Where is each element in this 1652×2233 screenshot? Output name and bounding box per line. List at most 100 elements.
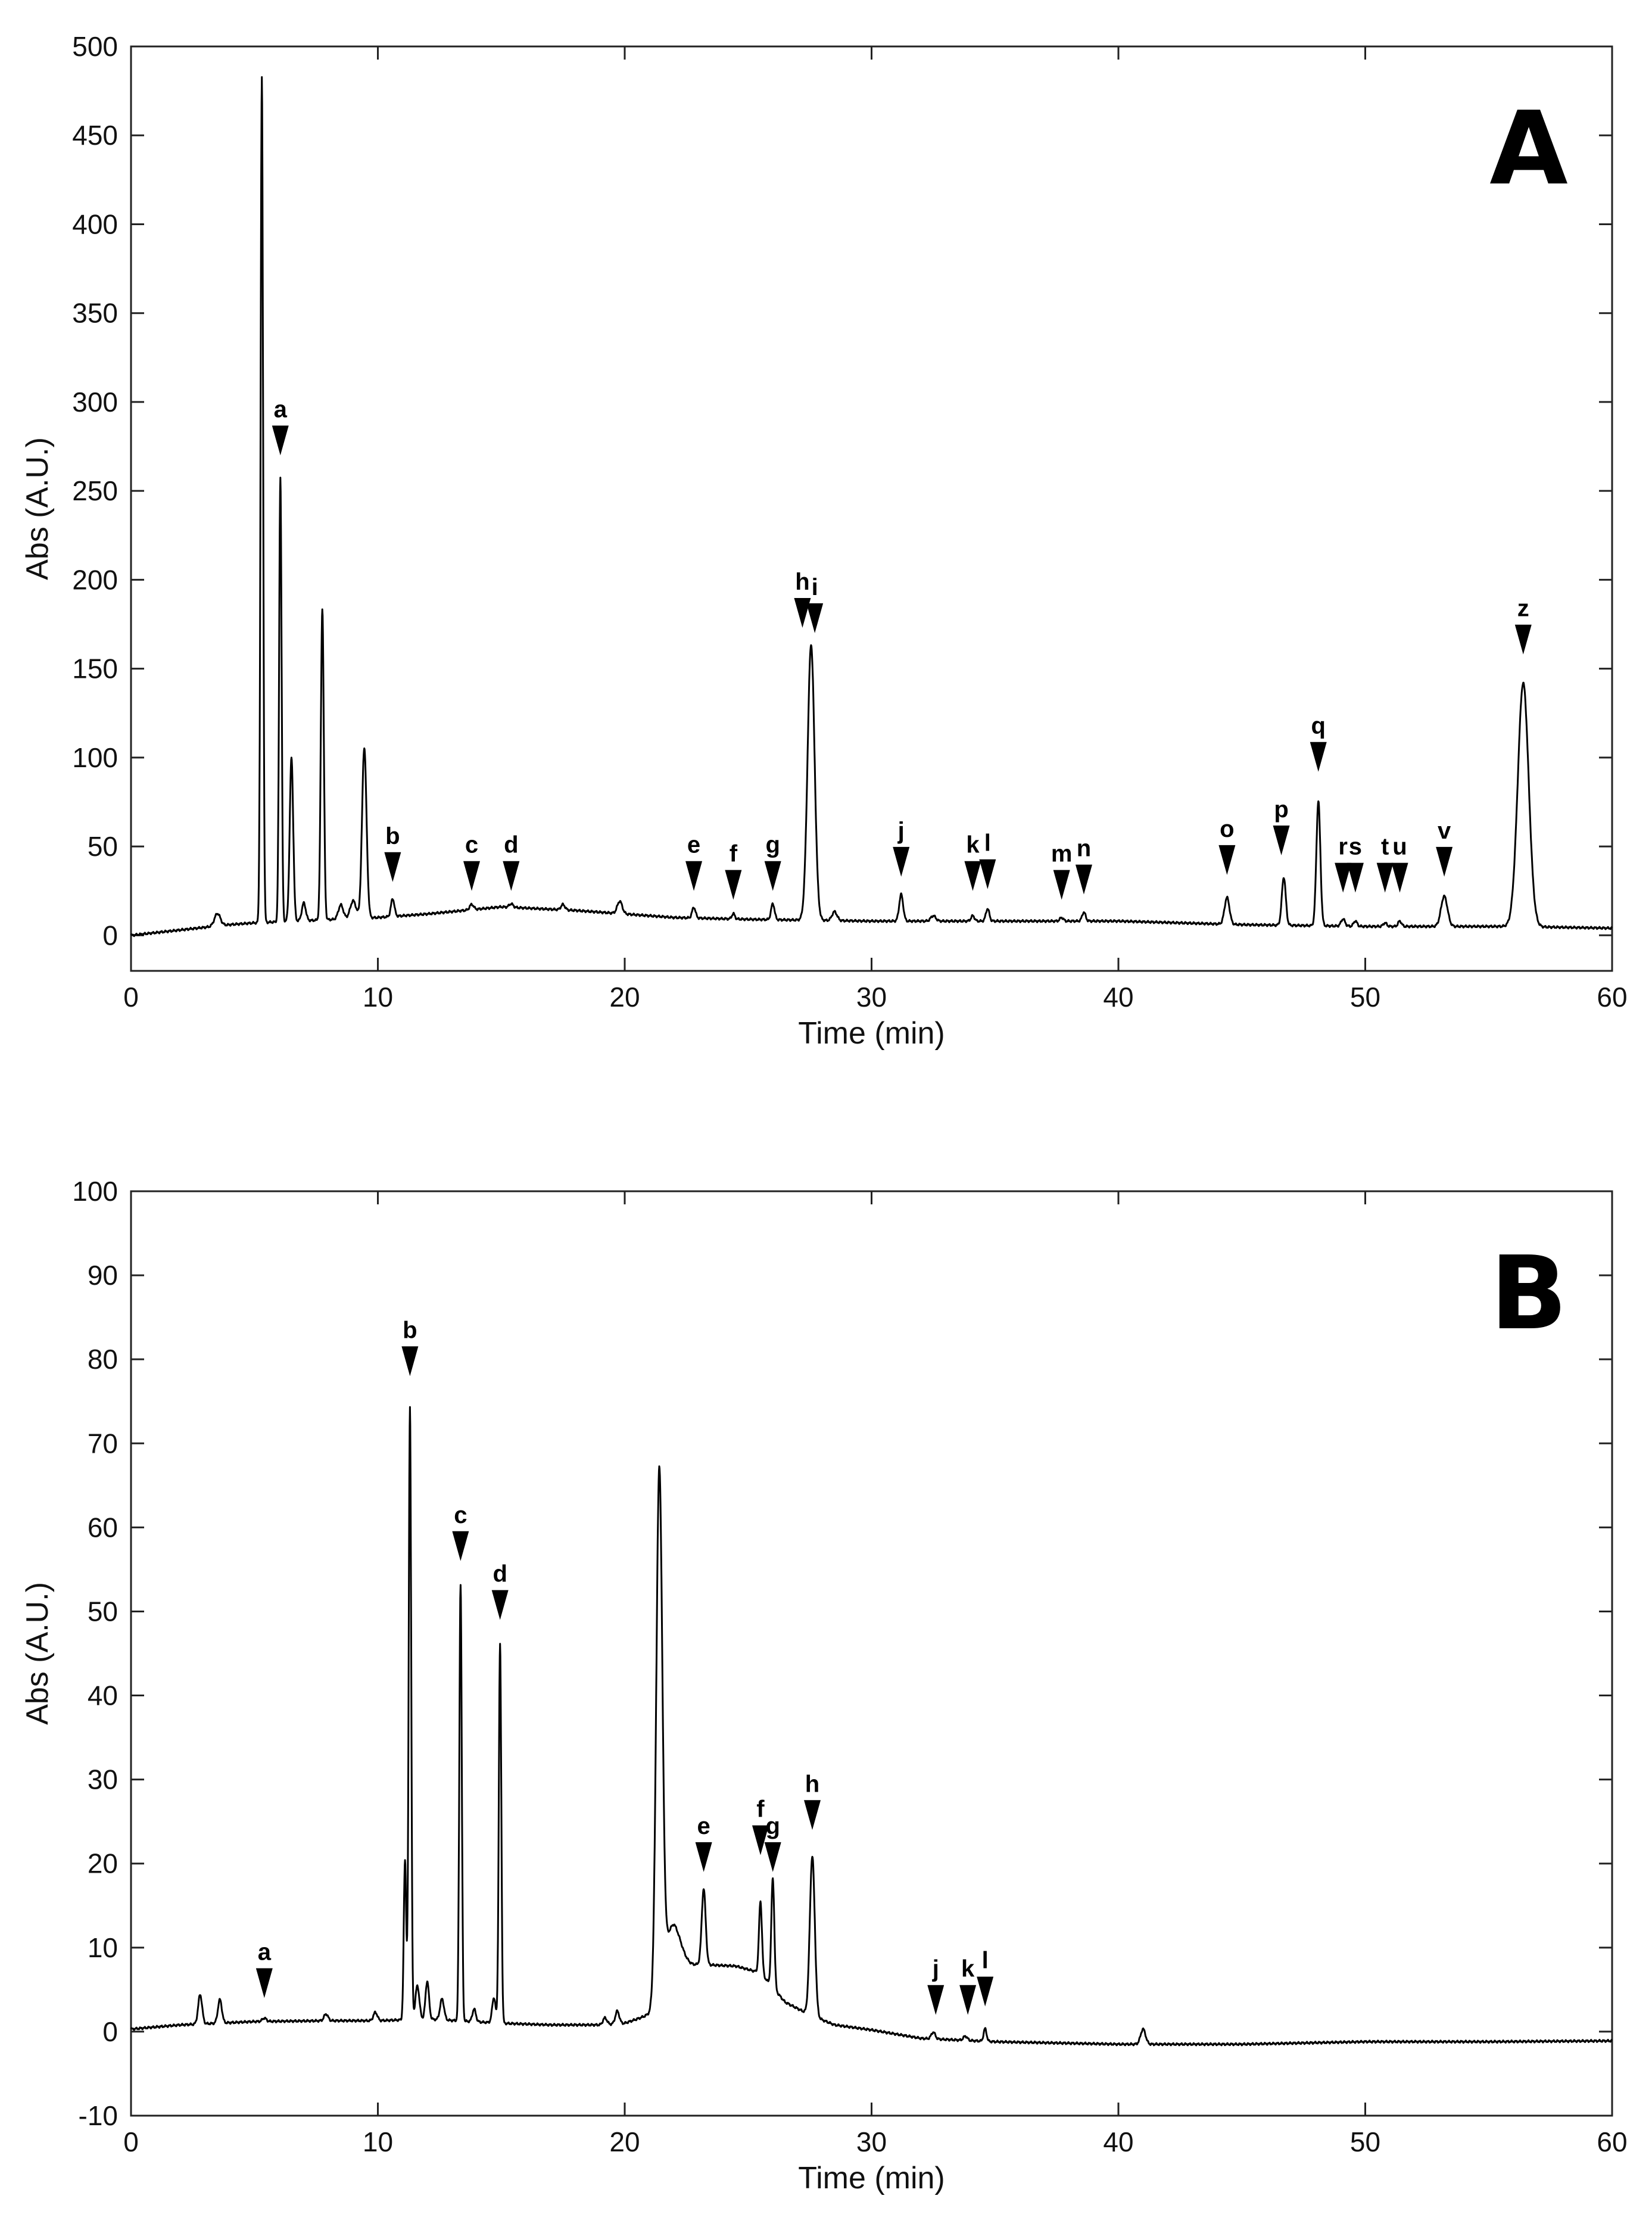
x-tick-label: 50 <box>1350 982 1380 1013</box>
peak-marker-label: h <box>795 569 809 595</box>
peak-marker-arrow <box>764 1842 781 1872</box>
peak-marker-label: l <box>984 830 991 857</box>
peak-marker-label: q <box>1311 713 1326 739</box>
peak-marker-arrow <box>272 425 289 456</box>
y-tick-label: 150 <box>72 653 118 684</box>
y-tick-label: 500 <box>72 31 118 62</box>
peak-marker-label: d <box>493 1561 507 1587</box>
y-tick-label: 100 <box>72 742 118 773</box>
x-tick-label: 0 <box>123 2126 139 2157</box>
y-tick-label: 200 <box>72 564 118 595</box>
x-tick-label: 40 <box>1103 2126 1133 2157</box>
x-axis-label: Time (min) <box>798 1016 945 1051</box>
peak-marker-label: g <box>765 1813 780 1839</box>
y-tick-label: 400 <box>72 208 118 239</box>
peak-marker-label: d <box>504 832 518 858</box>
peak-marker-arrow <box>893 846 910 877</box>
peak-marker-arrow <box>255 1968 273 1998</box>
x-tick-label: 30 <box>856 982 887 1013</box>
plot-frame <box>130 1190 1613 2117</box>
y-tick-label: 0 <box>102 2016 118 2047</box>
y-tick-label: 60 <box>88 1512 118 1543</box>
peak-marker-arrow <box>685 861 703 891</box>
x-tick-label: 10 <box>363 2126 393 2157</box>
peak-marker-label: r <box>1338 834 1348 860</box>
y-tick-label: 250 <box>72 475 118 506</box>
y-tick-label: 350 <box>72 298 118 329</box>
peak-marker-label: z <box>1517 596 1529 622</box>
peak-marker-arrow <box>1273 826 1290 855</box>
peak-marker-label: i <box>812 574 818 600</box>
y-tick-label: 40 <box>88 1680 118 1711</box>
y-tick-label: -10 <box>79 2100 118 2131</box>
peak-marker-arrow <box>1335 862 1352 893</box>
peak-marker-label: t <box>1381 834 1389 860</box>
x-tick-label: 0 <box>123 982 139 1013</box>
peak-marker-arrow <box>1346 862 1364 893</box>
peak-marker-label: c <box>454 1502 467 1528</box>
x-tick-label: 20 <box>609 2126 640 2157</box>
y-tick-label: 50 <box>88 1596 118 1627</box>
x-tick-label: 60 <box>1597 2126 1627 2157</box>
peak-marker-arrow <box>804 1800 821 1830</box>
peak-marker-label: h <box>805 1771 819 1797</box>
plot-frame <box>130 45 1613 972</box>
peak-marker-label: s <box>1349 834 1362 860</box>
peak-marker-arrow <box>977 1976 994 2007</box>
peak-marker-arrow <box>794 597 811 628</box>
peak-marker-label: a <box>274 396 288 422</box>
y-tick-label: 450 <box>72 120 118 151</box>
peak-marker-arrow <box>491 1590 509 1620</box>
peak-marker-label: b <box>403 1317 417 1343</box>
peak-marker-arrow <box>1514 624 1532 655</box>
x-axis-label: Time (min) <box>798 2161 945 2195</box>
peak-marker-arrow <box>463 861 481 891</box>
peak-marker-label: e <box>687 832 700 858</box>
y-tick-label: 300 <box>72 387 118 418</box>
chromatogram-trace <box>130 1406 1613 2047</box>
x-tick-label: 20 <box>609 982 640 1013</box>
panel-letter: B <box>1490 1235 1567 1353</box>
y-tick-label: 0 <box>102 920 118 951</box>
peak-marker-arrow <box>806 603 824 633</box>
peak-marker-label: j <box>897 818 905 844</box>
x-tick-label: 30 <box>856 2126 887 2157</box>
y-tick-label: 30 <box>88 1764 118 1795</box>
peak-marker-arrow <box>452 1531 469 1561</box>
x-tick-label: 50 <box>1350 2126 1380 2157</box>
peak-marker-label: k <box>961 1956 975 1982</box>
peak-marker-label: n <box>1077 836 1091 862</box>
chromatogram-trace <box>130 76 1613 938</box>
peak-marker-label: a <box>258 1939 272 1965</box>
y-tick-label: 50 <box>88 831 118 862</box>
peak-marker-label: f <box>756 1796 765 1823</box>
peak-marker-label: e <box>697 1813 710 1839</box>
peak-marker-arrow <box>1218 845 1236 875</box>
y-axis-label: Abs (A.U.) <box>20 437 55 580</box>
peak-marker-arrow <box>384 852 401 882</box>
peak-marker-label: u <box>1392 834 1407 860</box>
y-tick-label: 20 <box>88 1848 118 1879</box>
peak-marker-arrow <box>725 870 742 900</box>
peak-marker-label: f <box>730 841 738 867</box>
chart-panel-a: 0 50 100 150 200 250 300 350 400 450 500 0 10 20 30 40 5… <box>20 31 1628 1051</box>
panel-letter: A <box>1489 90 1568 208</box>
peak-marker-arrow <box>1310 742 1327 772</box>
y-tick-label: 80 <box>88 1344 118 1375</box>
y-tick-label: 70 <box>88 1428 118 1459</box>
peak-marker-arrow <box>695 1842 712 1872</box>
peak-marker-arrow <box>401 1346 419 1376</box>
x-tick-label: 40 <box>1103 982 1133 1013</box>
peak-marker-arrow <box>927 1985 945 2015</box>
peak-marker-label: p <box>1274 796 1288 823</box>
peak-marker-label: k <box>966 832 980 858</box>
peak-marker-arrow <box>764 861 781 891</box>
peak-marker-arrow <box>1053 870 1070 900</box>
peak-marker-label: l <box>982 1948 989 1974</box>
y-axis-label: Abs (A.U.) <box>20 1582 55 1725</box>
peak-marker-label: g <box>765 832 780 858</box>
peak-marker-label: m <box>1051 841 1073 867</box>
peak-marker-arrow <box>959 1985 977 2015</box>
peak-marker-arrow <box>752 1825 769 1855</box>
